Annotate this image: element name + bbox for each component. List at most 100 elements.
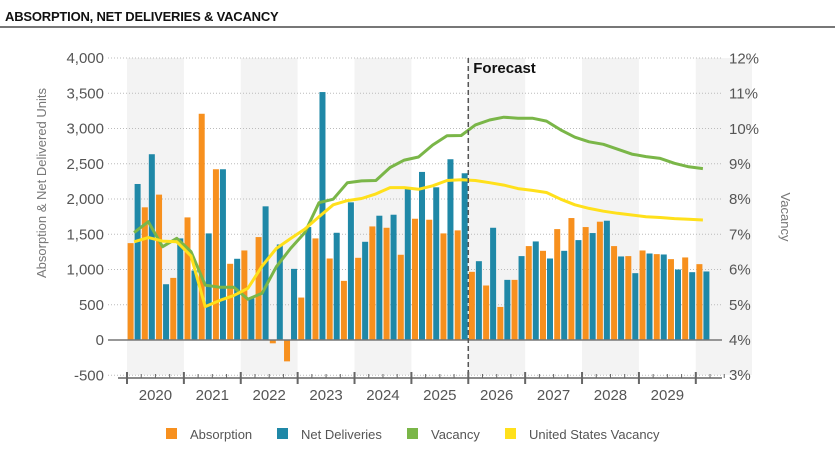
legend-swatch bbox=[277, 428, 288, 439]
y-left-tick-label: 2,000 bbox=[66, 191, 104, 208]
y-right-tick-label: 4% bbox=[729, 332, 751, 349]
bar-net-deliveries bbox=[376, 215, 383, 340]
bar-net-deliveries bbox=[632, 273, 639, 340]
bar-absorption bbox=[340, 280, 347, 340]
bar-absorption bbox=[667, 259, 674, 340]
legend-label: Vacancy bbox=[431, 427, 480, 442]
x-tick-label: 2027 bbox=[537, 387, 570, 404]
bar-net-deliveries bbox=[689, 272, 696, 340]
bar-net-deliveries bbox=[433, 187, 440, 340]
y-left-tick-label: 3,500 bbox=[66, 85, 104, 102]
y-left-tick-label: -500 bbox=[74, 367, 104, 384]
x-tick-label: 2025 bbox=[423, 387, 456, 404]
bar-absorption bbox=[284, 340, 291, 362]
bar-net-deliveries bbox=[347, 202, 354, 340]
y-right-tick-label: 5% bbox=[729, 297, 751, 314]
bar-net-deliveries bbox=[561, 250, 568, 340]
bar-absorption bbox=[696, 264, 703, 340]
bar-net-deliveries bbox=[148, 154, 155, 340]
y-right-tick-label: 9% bbox=[729, 156, 751, 173]
bar-absorption bbox=[156, 194, 163, 340]
y-right-tick-label: 7% bbox=[729, 226, 751, 243]
bar-absorption bbox=[454, 230, 461, 340]
y-right-tick-label: 12% bbox=[729, 50, 759, 67]
y-left-tick-label: 1,000 bbox=[66, 262, 104, 279]
chart-title: ABSORPTION, NET DELIVERIES & VACANCY bbox=[5, 9, 279, 24]
bar-absorption bbox=[369, 226, 376, 340]
line-united-states-vacancy bbox=[133, 178, 703, 309]
bar-net-deliveries bbox=[276, 244, 283, 340]
legend-label: Absorption bbox=[190, 427, 252, 442]
legend-label: United States Vacancy bbox=[529, 427, 660, 442]
bar-absorption bbox=[625, 256, 632, 340]
y-left-tick-label: 3,000 bbox=[66, 121, 104, 138]
line-vacancy bbox=[133, 115, 704, 301]
bar-net-deliveries bbox=[447, 159, 454, 340]
x-tick-label: 2029 bbox=[651, 387, 684, 404]
x-tick-label: 2020 bbox=[139, 387, 172, 404]
bar-net-deliveries bbox=[518, 256, 525, 340]
bar-absorption bbox=[184, 217, 191, 340]
bar-net-deliveries bbox=[390, 214, 397, 340]
bar-absorption bbox=[141, 207, 148, 340]
bar-absorption bbox=[511, 279, 518, 340]
y-left-tick-label: 4,000 bbox=[66, 50, 104, 67]
bar-absorption bbox=[255, 237, 262, 340]
bar-absorption bbox=[170, 277, 177, 340]
y-left-tick-label: 500 bbox=[79, 297, 104, 314]
bar-absorption bbox=[554, 229, 561, 340]
bar-absorption bbox=[127, 243, 134, 340]
bar-absorption bbox=[227, 263, 234, 340]
bar-absorption bbox=[483, 285, 490, 340]
bar-absorption bbox=[682, 257, 689, 340]
y-left-tick-label: 2,500 bbox=[66, 156, 104, 173]
y-right-tick-label: 3% bbox=[729, 367, 751, 384]
bar-net-deliveries bbox=[674, 269, 681, 340]
legend-swatch bbox=[166, 428, 177, 439]
bar-net-deliveries bbox=[404, 188, 411, 340]
bar-net-deliveries bbox=[475, 261, 482, 340]
bar-absorption bbox=[312, 238, 319, 340]
y-right-tick-label: 11% bbox=[729, 86, 758, 103]
bar-net-deliveries bbox=[461, 173, 468, 340]
bar-absorption bbox=[198, 113, 205, 340]
bar-absorption bbox=[212, 169, 219, 340]
forecast-label: Forecast bbox=[473, 60, 536, 77]
bar-absorption bbox=[582, 227, 589, 340]
bar-net-deliveries bbox=[362, 241, 369, 340]
bar-net-deliveries bbox=[305, 227, 312, 340]
bar-absorption bbox=[468, 271, 475, 340]
legend-item-united-states-vacancy: United States Vacancy bbox=[505, 427, 660, 442]
bar-net-deliveries bbox=[575, 240, 582, 340]
x-tick-label: 2023 bbox=[309, 387, 342, 404]
bar-net-deliveries bbox=[546, 258, 553, 340]
bar-absorption bbox=[568, 218, 575, 340]
y-right-tick-label: 10% bbox=[729, 121, 759, 138]
y-right-tick-label: 6% bbox=[729, 262, 751, 279]
bar-absorption bbox=[596, 221, 603, 340]
legend-label: Net Deliveries bbox=[301, 427, 382, 442]
bar-absorption bbox=[497, 306, 504, 340]
legend-swatch bbox=[407, 428, 418, 439]
bar-absorption bbox=[383, 227, 390, 340]
y-right-axis-title: Vacancy bbox=[778, 193, 793, 242]
legend-swatch bbox=[505, 428, 516, 439]
bar-net-deliveries bbox=[163, 284, 170, 340]
x-tick-label: 2026 bbox=[480, 387, 513, 404]
x-tick-label: 2024 bbox=[366, 387, 399, 404]
y-right-tick-label: 8% bbox=[729, 191, 751, 208]
bar-net-deliveries bbox=[703, 271, 710, 340]
legend-item-vacancy: Vacancy bbox=[407, 427, 480, 442]
bar-absorption bbox=[525, 246, 532, 340]
y-left-tick-label: 0 bbox=[96, 332, 104, 349]
bar-absorption bbox=[397, 254, 404, 340]
bar-net-deliveries bbox=[248, 298, 255, 340]
bar-net-deliveries bbox=[419, 171, 426, 340]
x-tick-label: 2028 bbox=[594, 387, 627, 404]
bar-net-deliveries bbox=[504, 279, 511, 340]
bar-net-deliveries bbox=[262, 206, 269, 340]
bar-absorption bbox=[440, 233, 447, 340]
bar-net-deliveries bbox=[234, 258, 241, 340]
bar-net-deliveries bbox=[618, 256, 625, 340]
